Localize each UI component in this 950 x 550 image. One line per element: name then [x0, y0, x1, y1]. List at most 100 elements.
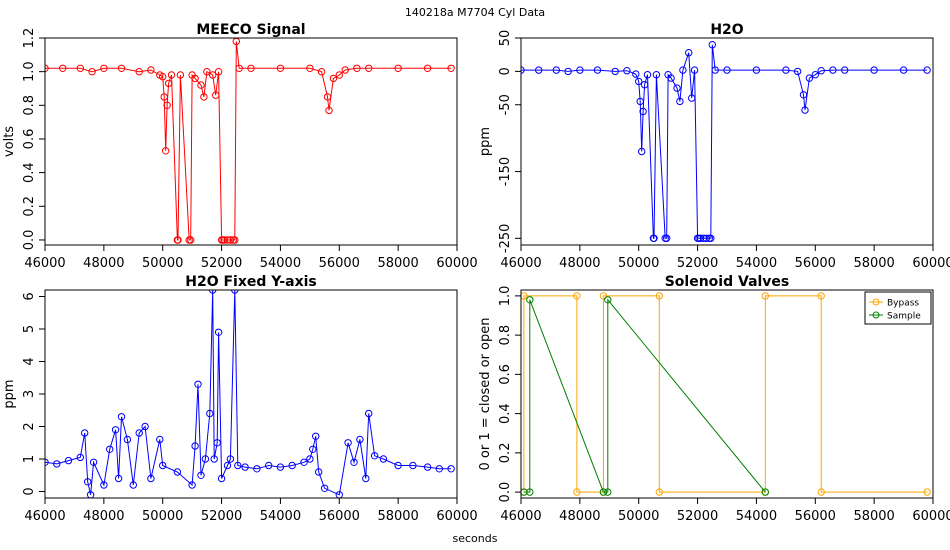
plot-frame [44, 37, 458, 246]
data-point [640, 81, 649, 89]
y-axis-label: ppm [478, 127, 493, 156]
data-point [247, 64, 255, 73]
data-point [636, 97, 644, 106]
data-point [899, 66, 908, 74]
data-point [353, 64, 361, 73]
figure-suptitle: 140218a M7704 Cyl Data [405, 6, 545, 19]
x-tick-label: 48000 [83, 256, 124, 271]
data-point [690, 66, 699, 74]
data-point [573, 292, 581, 300]
plot-frame [520, 37, 934, 246]
y-tick-label: 1.0 [498, 286, 513, 307]
x-tick-label: 52000 [201, 256, 242, 271]
data-point [394, 461, 402, 470]
data-point [593, 66, 602, 74]
series-group [45, 38, 455, 244]
data-point [220, 236, 229, 244]
data-point [699, 234, 708, 243]
data-point [100, 481, 108, 489]
data-point [685, 49, 693, 57]
data-point [241, 463, 249, 471]
data-point [306, 455, 314, 463]
legend-box [864, 291, 932, 325]
data-point [147, 66, 155, 74]
data-point [708, 41, 716, 49]
data-point [829, 66, 837, 74]
data-point [206, 409, 214, 418]
y-axis-label: volts [2, 126, 17, 157]
data-point [191, 74, 199, 83]
data-point [805, 74, 814, 82]
y-tick-label: -150 [498, 157, 513, 187]
data-point [817, 292, 825, 300]
x-tick-label: 56000 [319, 256, 360, 271]
y-axis-label: 0 or 1 = closed or open [478, 317, 493, 470]
data-point [923, 488, 931, 496]
data-point [655, 292, 663, 300]
series-group [521, 41, 931, 243]
data-point [521, 292, 528, 300]
data-point [306, 64, 314, 73]
y-tick-label: 0.2 [22, 196, 37, 217]
panel-title: Solenoid Valves [665, 274, 790, 290]
data-point [231, 290, 239, 294]
data-point [667, 74, 675, 82]
data-point [711, 66, 719, 74]
data-point [135, 429, 143, 437]
y-tick-label: 5 [22, 325, 37, 333]
data-point [309, 445, 317, 453]
y-tick-label: 1 [22, 455, 37, 463]
data-point [123, 435, 132, 444]
data-point [201, 455, 210, 463]
x-tick-label: 52000 [201, 509, 242, 524]
data-point [197, 471, 205, 479]
data-point [212, 91, 220, 99]
data-point [604, 488, 612, 496]
data-point [88, 68, 96, 76]
data-point [623, 67, 631, 75]
figure-xlabel: seconds [453, 532, 498, 545]
data-point [159, 461, 167, 470]
data-point [135, 68, 143, 76]
data-point [226, 236, 235, 244]
data-point [200, 93, 208, 101]
panel-2: H2O 46000 48000 50000 52000 54000 56000 58000 60… [478, 22, 950, 271]
data-point [265, 461, 273, 470]
data-point [45, 458, 49, 466]
data-point [53, 460, 61, 468]
data-point [325, 106, 333, 115]
data-point [45, 64, 49, 72]
data-point [209, 71, 217, 79]
data-point [111, 426, 120, 434]
data-point [234, 461, 242, 470]
data-point [117, 413, 126, 421]
data-point [365, 409, 373, 418]
x-tick-label: 60000 [912, 256, 950, 271]
data-point [379, 455, 388, 463]
x-tick-label: 52000 [677, 509, 718, 524]
data-point [552, 66, 560, 74]
data-point [194, 380, 202, 388]
data-point [84, 478, 92, 486]
data-point [213, 439, 221, 447]
data-point [226, 455, 235, 463]
data-point [209, 290, 217, 294]
data-point [253, 465, 261, 473]
data-point [141, 422, 149, 431]
data-point [117, 64, 126, 73]
data-point [276, 463, 285, 471]
data-point [679, 66, 687, 74]
data-point [114, 474, 123, 483]
y-tick-label: 0.4 [22, 162, 37, 183]
data-point [817, 67, 825, 75]
x-tick-label: 54000 [736, 256, 777, 271]
x-tick-label: 56000 [319, 509, 360, 524]
data-point [106, 445, 114, 453]
data-point [187, 236, 195, 244]
x-tick-label: 56000 [795, 256, 836, 271]
data-point [635, 77, 643, 86]
data-point [176, 71, 185, 79]
data-point [214, 68, 223, 76]
data-point [643, 71, 652, 79]
data-point [435, 465, 443, 473]
